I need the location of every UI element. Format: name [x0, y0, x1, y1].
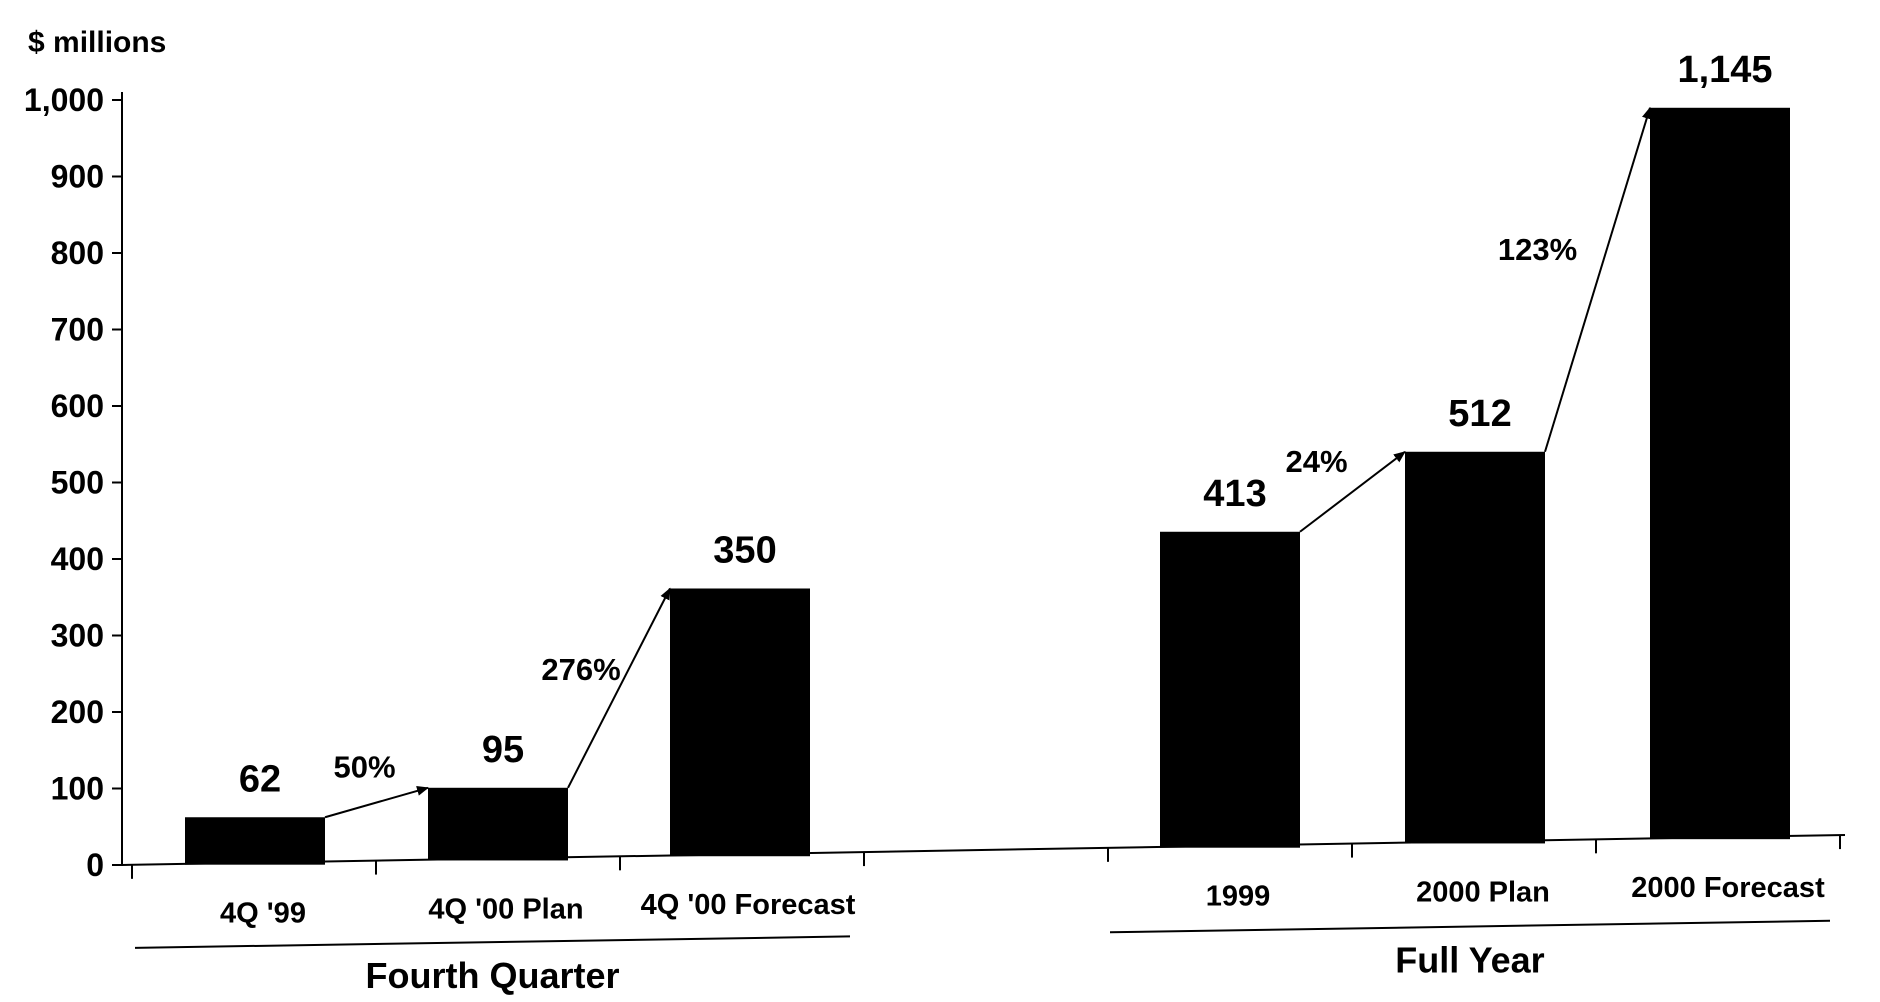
growth-arrow	[1299, 450, 1406, 533]
growth-label: 276%	[541, 652, 620, 687]
y-tick-label: 1,000	[24, 82, 104, 118]
bars	[185, 107, 1790, 865]
y-tick-label: 200	[51, 694, 104, 730]
y-tick-label: 100	[51, 771, 104, 807]
y-tick-label: 400	[51, 541, 104, 577]
group-label: Fourth Quarter	[365, 955, 619, 996]
y-tick-label: 900	[51, 159, 104, 195]
growth-label: 24%	[1285, 444, 1347, 479]
category-label: 2000 Plan	[1416, 876, 1550, 908]
y-axis-label: $ millions	[28, 26, 166, 59]
bar-value-label: 512	[1448, 393, 1511, 435]
category-label: 2000 Forecast	[1631, 872, 1825, 904]
category-label: 4Q '00 Forecast	[641, 889, 856, 921]
bar	[1405, 451, 1545, 844]
growth-label: 123%	[1498, 232, 1577, 267]
bar	[428, 787, 568, 861]
category-label: 1999	[1206, 881, 1271, 913]
bar-value-label: 350	[713, 529, 776, 571]
category-label: 4Q '99	[220, 898, 306, 930]
growth-arrow	[567, 587, 671, 789]
category-label: 4Q '00 Plan	[428, 893, 583, 925]
y-tick-label: 600	[51, 388, 104, 424]
bar	[670, 588, 810, 857]
labels: 62 4Q '99 95 4Q '00 Plan 350 4Q '00 Forecast 4…	[134, 49, 1831, 996]
growth-label: 50%	[333, 750, 395, 785]
growth-arrow	[324, 785, 429, 819]
x-axis-line	[121, 834, 1846, 866]
growth-arrow	[1544, 106, 1652, 453]
group-underline	[134, 935, 851, 949]
axes: 0 100 200 300 400 500 600 700 800 900 1,000	[24, 82, 1846, 883]
bar-value-label: 95	[482, 729, 524, 771]
y-tick-label: 500	[51, 465, 104, 501]
y-tick-label: 0	[86, 847, 104, 883]
y-tick-label: 300	[51, 618, 104, 654]
bar-value-label: 62	[239, 758, 281, 800]
bar-value-label: 413	[1203, 473, 1266, 515]
group-label: Full Year	[1395, 940, 1544, 981]
bar	[1160, 531, 1300, 848]
group-underline	[1109, 919, 1831, 934]
bar	[1650, 107, 1790, 840]
bar	[185, 817, 325, 865]
bar-value-label: 1,145	[1677, 49, 1772, 91]
y-tick-label: 800	[51, 235, 104, 271]
y-tick-label: 700	[51, 312, 104, 348]
